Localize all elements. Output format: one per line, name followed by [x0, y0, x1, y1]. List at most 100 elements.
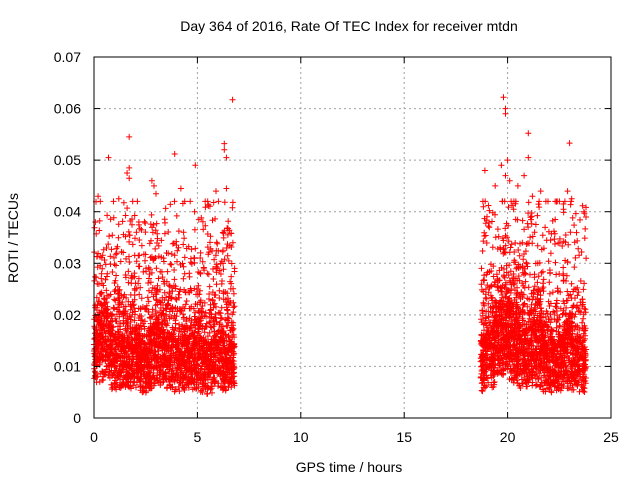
data-point [219, 362, 226, 369]
data-point [109, 381, 116, 388]
data-point [142, 257, 148, 264]
data-point [151, 358, 158, 364]
data-point [112, 297, 119, 304]
data-point [126, 133, 133, 140]
data-point [231, 382, 238, 389]
data-point [529, 382, 536, 389]
data-point [179, 333, 186, 340]
data-point [492, 182, 499, 189]
data-point [173, 313, 180, 320]
data-point [200, 265, 207, 272]
data-point [197, 308, 204, 314]
data-point [172, 386, 179, 393]
data-point [142, 379, 149, 386]
data-point [119, 337, 126, 344]
data-point [98, 270, 105, 277]
data-point [95, 341, 102, 348]
data-point [208, 324, 215, 331]
data-point [212, 252, 219, 259]
data-point [125, 228, 132, 235]
data-point [126, 175, 133, 182]
data-point [152, 342, 159, 349]
data-point [129, 274, 136, 281]
data-point [161, 343, 168, 350]
data-point [96, 227, 103, 234]
data-point [131, 305, 138, 312]
data-point [210, 266, 216, 272]
data-point [517, 240, 523, 247]
data-point [189, 386, 196, 393]
data-point [154, 372, 161, 379]
data-point [197, 299, 204, 305]
data-point [163, 278, 170, 285]
data-point [580, 286, 587, 293]
data-point [170, 240, 177, 247]
data-point [182, 301, 189, 308]
data-point [187, 379, 194, 386]
data-point [120, 310, 127, 317]
data-point [145, 264, 152, 271]
data-point [152, 254, 159, 261]
data-point [525, 284, 532, 291]
data-point [118, 372, 125, 379]
data-point [210, 362, 216, 369]
data-point [133, 229, 140, 236]
x-tick-label: 25 [603, 429, 619, 445]
data-point [148, 356, 155, 363]
data-point [149, 345, 156, 351]
data-point [480, 203, 487, 210]
data-point [104, 270, 111, 277]
data-point [120, 293, 127, 300]
data-point [560, 209, 567, 216]
data-point [172, 355, 179, 362]
data-point [145, 308, 152, 315]
data-point [148, 365, 155, 372]
data-point [566, 140, 573, 147]
data-point [112, 346, 119, 352]
data-point [224, 231, 231, 238]
data-point [176, 288, 183, 295]
data-point [115, 195, 122, 202]
data-point [220, 335, 227, 342]
data-point [122, 233, 129, 240]
data-point [214, 347, 221, 354]
data-point [194, 341, 201, 348]
data-point [158, 359, 165, 366]
data-point [101, 257, 108, 263]
data-point [210, 353, 217, 360]
data-point [186, 315, 193, 322]
data-point [486, 224, 493, 231]
data-point [510, 271, 517, 277]
data-point [93, 253, 100, 260]
data-point [126, 238, 133, 245]
data-point [164, 268, 171, 275]
data-point [564, 188, 571, 195]
data-point [94, 307, 100, 313]
y-tick-label: 0.07 [54, 49, 81, 65]
data-point [152, 227, 159, 234]
data-point [120, 382, 127, 389]
data-point [210, 336, 216, 343]
data-point [147, 349, 154, 356]
data-point [165, 366, 171, 373]
data-point [111, 296, 118, 303]
data-point [189, 351, 196, 358]
data-point [91, 346, 98, 353]
data-point [181, 342, 188, 349]
data-point [224, 225, 231, 232]
data-point [115, 234, 122, 241]
data-point [136, 225, 143, 232]
data-point [197, 366, 204, 372]
data-point [113, 386, 120, 393]
data-point [514, 182, 521, 189]
data-point [171, 276, 178, 283]
data-point [575, 245, 582, 252]
data-point [528, 220, 535, 227]
data-point [213, 263, 220, 270]
data-point [142, 305, 149, 312]
data-point [133, 359, 140, 366]
data-point [175, 375, 182, 381]
data-point [213, 281, 220, 288]
data-point [174, 258, 180, 265]
data-point [93, 357, 100, 364]
